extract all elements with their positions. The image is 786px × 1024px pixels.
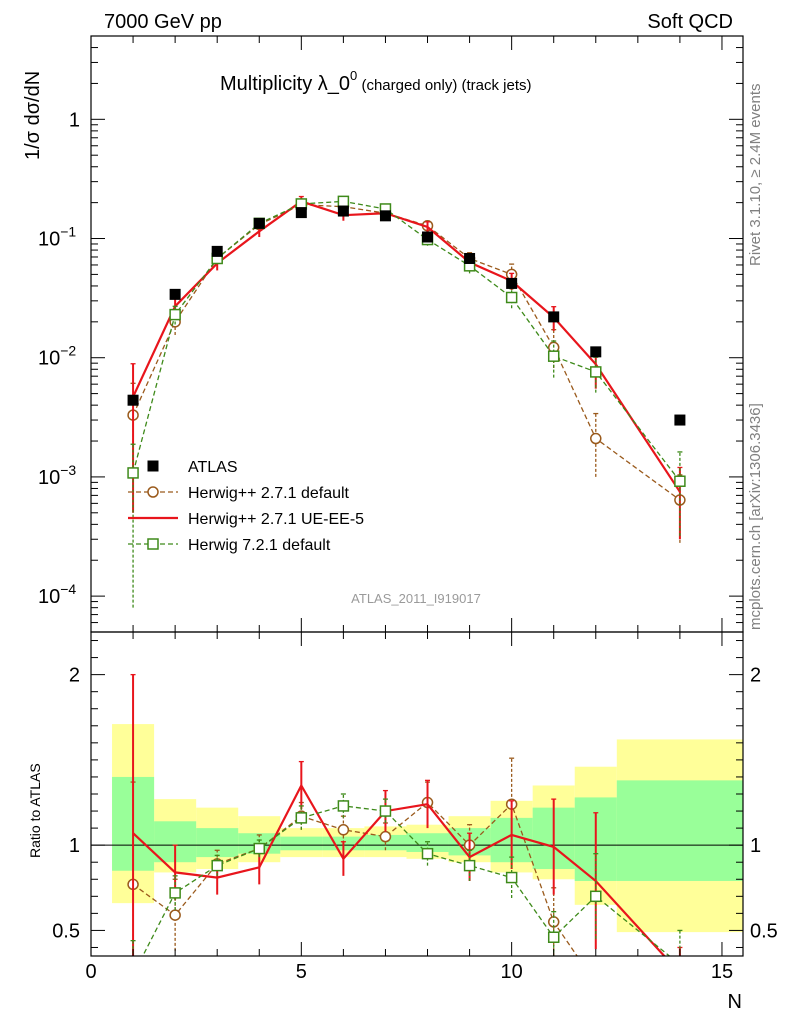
atlas-data-point xyxy=(295,207,307,219)
main-point-herwig7 xyxy=(127,467,139,479)
plot-title-suffix: (charged only) (track jets) xyxy=(357,77,531,94)
ratio-y-tick-label: 1 xyxy=(69,835,80,857)
legend: ATLAS Herwig++ 2.7.1 default Herwig++ 2.7.… xyxy=(128,459,364,554)
plot-title-sup: 0 xyxy=(350,68,357,83)
main-y-tick-label: 10−1 xyxy=(38,224,76,251)
atlas-data-point xyxy=(211,245,223,257)
atlas-data-point xyxy=(422,231,434,243)
ratio-y-tick-label-right: 0.5 xyxy=(750,920,778,942)
ratio-ylabel: Ratio to ATLAS xyxy=(27,763,43,858)
main-point-herwig7 xyxy=(547,350,560,362)
main-ylabel: 1/σ dσ/dN xyxy=(22,71,44,160)
ratio-point-herwig7 xyxy=(169,887,181,899)
main-point-herwig7 xyxy=(505,291,518,304)
ratio-y-tick-label-right: 1 xyxy=(750,835,761,857)
main-y-tick-exponent: −1 xyxy=(60,224,76,240)
rivet-version-label: Rivet 3.1.10, ≥ 2.4M events xyxy=(747,84,764,267)
analysis-label: ATLAS_2011_I919017 xyxy=(351,591,481,606)
x-tick-label: 5 xyxy=(296,961,307,983)
mcplots-label: mcplots.cern.ch [arXiv:1306.3436] xyxy=(747,403,764,630)
legend-marker-herwig7 xyxy=(147,538,159,550)
ratio-y-tick-label: 0.5 xyxy=(52,920,80,942)
ratio-point-herwig7 xyxy=(547,931,560,943)
legend-marker-atlas xyxy=(147,460,159,472)
main-y-tick-label: 1 xyxy=(69,109,80,131)
main-y-tick-exponent: −2 xyxy=(60,343,76,359)
atlas-data-point xyxy=(253,217,265,229)
ratio-point-herwig7 xyxy=(675,960,685,970)
ratio-point-herwig7 xyxy=(337,800,350,812)
atlas-data-point xyxy=(464,252,476,264)
main-point-herwigpp_default xyxy=(590,432,602,445)
atlas-data-point xyxy=(506,277,518,289)
atlas-data-point xyxy=(337,205,349,217)
main-y-tick-base: 10 xyxy=(38,586,60,608)
atlas-data-point xyxy=(674,414,686,426)
ratio-point-herwigpp_default xyxy=(169,909,181,921)
ratio-point-herwig7 xyxy=(379,805,392,817)
main-point-herwig7 xyxy=(337,195,350,208)
ratio-band-inner xyxy=(616,780,743,881)
ratio-point-herwig7 xyxy=(253,842,266,855)
main-y-tick-label: 10−3 xyxy=(38,462,76,489)
legend-label-herwigpp_ueee5: Herwig++ 2.7.1 UE-EE-5 xyxy=(188,511,364,528)
main-point-herwig7 xyxy=(674,475,686,487)
ratio-point-herwigpp_default xyxy=(591,978,601,988)
main-point-herwig7 xyxy=(169,308,181,321)
atlas-data-point xyxy=(127,394,139,406)
ratio-point-herwig7 xyxy=(463,859,476,872)
plot-title-main: Multiplicity λ_0 xyxy=(220,73,350,95)
main-y-tick-base: 10 xyxy=(38,229,60,251)
ratio-band-inner xyxy=(280,836,323,851)
legend-marker-herwigpp_default xyxy=(147,486,159,498)
ratio-point-herwigpp_default xyxy=(379,830,392,843)
ratio-point-herwig7 xyxy=(128,970,138,980)
ratio-series xyxy=(127,673,685,988)
ratio-point-herwig7 xyxy=(505,871,518,884)
main-y-tick-base: 10 xyxy=(38,467,60,489)
main-y-tick-label: 10−4 xyxy=(38,581,76,608)
header-left: 7000 GeV pp xyxy=(104,11,222,33)
header-right: Soft QCD xyxy=(647,11,733,33)
ratio-point-herwig7 xyxy=(421,847,434,860)
legend-label-atlas: ATLAS xyxy=(188,459,238,476)
ratio-point-herwig7 xyxy=(295,812,308,824)
main-y-tick-base: 10 xyxy=(38,348,60,370)
ratio-bands xyxy=(91,724,743,933)
ratio-point-herwigpp_default xyxy=(675,975,685,985)
ratio-band-inner xyxy=(406,833,449,852)
x-tick-label: 10 xyxy=(501,961,523,983)
atlas-data-point xyxy=(169,288,181,300)
main-y-tick-exponent: −3 xyxy=(60,462,76,478)
main-point-herwig7 xyxy=(590,366,602,378)
ratio-point-herwigpp_default xyxy=(337,824,350,836)
atlas-data-point xyxy=(590,346,602,358)
plot-title: Multiplicity λ_00 (charged only) (track … xyxy=(220,68,532,95)
atlas-data-point xyxy=(548,311,560,323)
main-series xyxy=(127,195,686,608)
ratio-band-inner xyxy=(196,828,239,858)
atlas-data-point xyxy=(379,210,391,222)
main-y-tick-exponent: −4 xyxy=(60,581,76,597)
ratio-point-herwig7 xyxy=(590,890,602,903)
xlabel: N xyxy=(728,991,742,1013)
ratio-y-tick-label-right: 2 xyxy=(750,665,761,687)
ratio-y-tick-label: 2 xyxy=(69,665,80,687)
x-tick-label: 0 xyxy=(85,961,96,983)
legend-label-herwigpp_default: Herwig++ 2.7.1 default xyxy=(188,485,350,502)
main-y-tick-label: 10−2 xyxy=(38,343,76,370)
legend-label-herwig7: Herwig 7.2.1 default xyxy=(188,537,331,554)
x-tick-label: 15 xyxy=(711,961,733,983)
ratio-point-herwig7 xyxy=(211,859,223,872)
